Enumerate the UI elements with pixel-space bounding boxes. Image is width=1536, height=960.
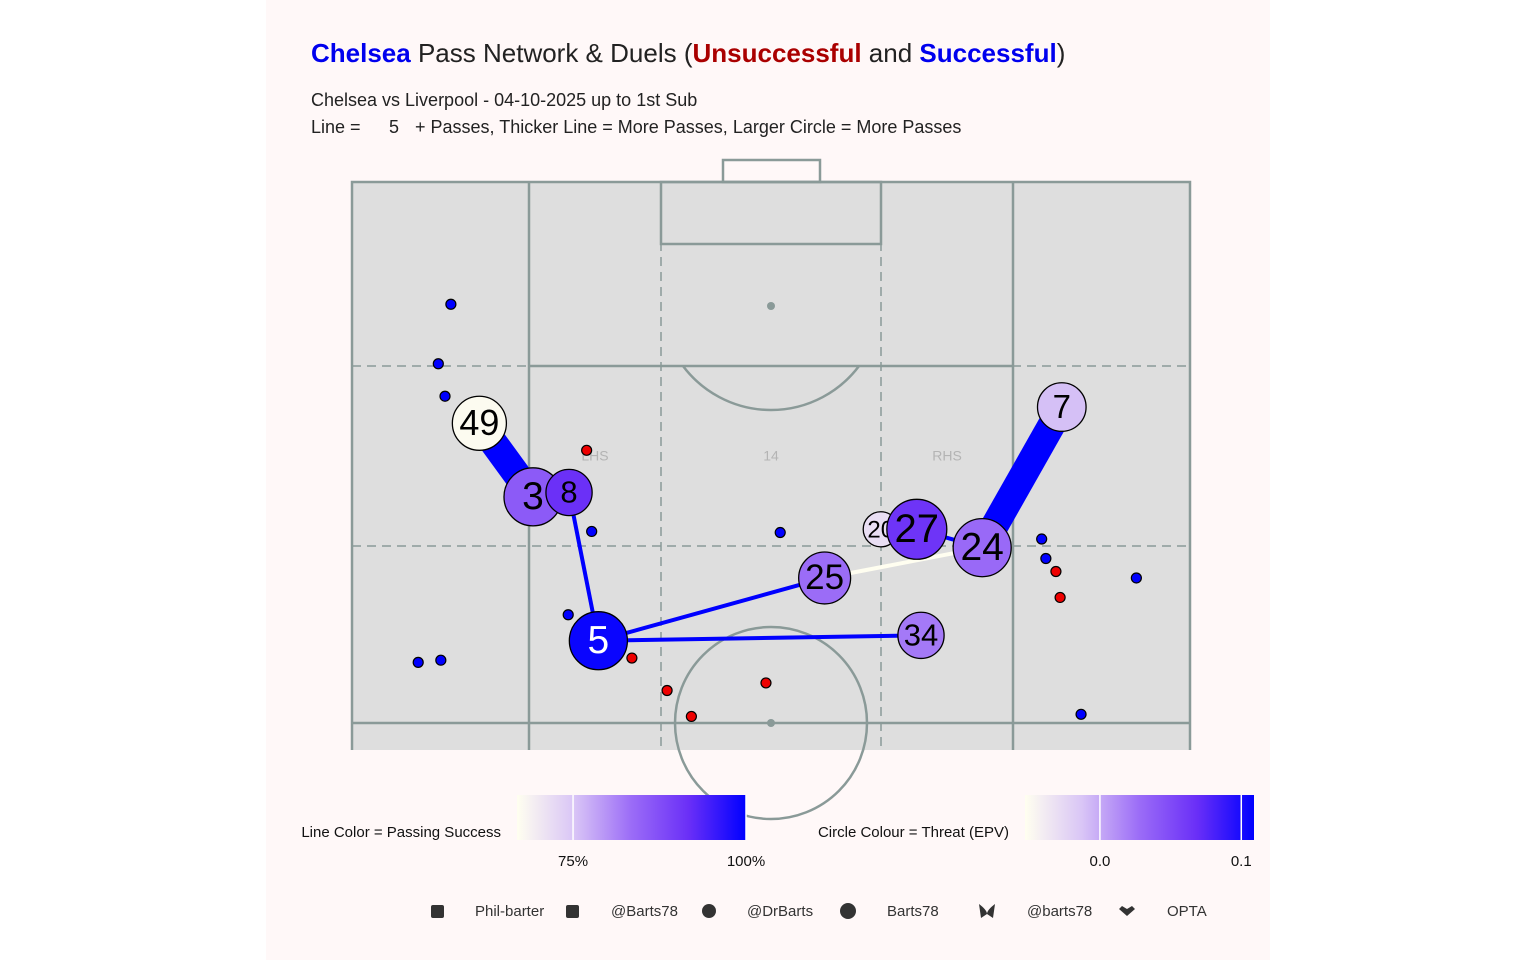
player-label: 27 xyxy=(895,507,940,551)
legend-title: Circle Colour = Threat (EPV) xyxy=(818,824,1009,841)
player-label: 24 xyxy=(960,526,1003,569)
colorbar xyxy=(1025,795,1254,840)
duel-point xyxy=(626,652,638,664)
title-part: Chelsea xyxy=(311,38,411,68)
duel-point xyxy=(774,526,786,539)
player-node xyxy=(897,611,945,660)
subtitle: Chelsea vs Liverpool - 04-10-2025 up to … xyxy=(311,90,697,110)
duel-point xyxy=(1050,565,1062,578)
footer-text: OPTA xyxy=(1167,903,1207,920)
caption-suffix: + Passes, Thicker Line = More Passes, La… xyxy=(415,117,961,137)
title-part: ) xyxy=(1057,38,1066,68)
player-node xyxy=(545,468,593,517)
player-node xyxy=(886,498,948,560)
player-node xyxy=(568,611,629,671)
player-label: 7 xyxy=(1053,388,1071,425)
duel-point xyxy=(435,654,447,666)
centre-spot xyxy=(767,719,775,727)
footer-icons xyxy=(431,903,1135,919)
footer-text: @Barts78 xyxy=(611,903,678,920)
title-part: Pass Network & Duels ( xyxy=(411,38,693,68)
footer-text: @barts78 xyxy=(1027,903,1092,920)
player-node xyxy=(798,551,852,605)
duel-point xyxy=(685,710,697,723)
duel-point xyxy=(586,525,598,538)
player-label: 3 xyxy=(522,475,544,518)
x-icon xyxy=(566,905,579,918)
duel-point xyxy=(1130,572,1142,584)
caption-min-passes: 5 xyxy=(389,117,399,137)
player-label: 8 xyxy=(560,475,577,510)
player-label: 25 xyxy=(805,558,844,597)
centre-circle xyxy=(673,625,869,821)
duel-point xyxy=(562,609,574,621)
player-node xyxy=(451,395,508,451)
duel-point xyxy=(412,656,424,668)
zone-label: RHS xyxy=(932,448,962,464)
title-part: and xyxy=(862,38,920,68)
colorbar-tick-label: 0.1 xyxy=(1231,853,1252,870)
player-node xyxy=(952,518,1012,578)
footer: Phil-barter @Barts78 @DrBarts Barts78 @barts… xyxy=(475,903,1207,920)
duel-point xyxy=(439,390,451,402)
footer-text: Barts78 xyxy=(887,903,939,920)
duel-point xyxy=(661,684,673,697)
chart-title: Chelsea Pass Network & Duels (Unsuccessf… xyxy=(311,38,1065,68)
caption-prefix: Line = xyxy=(311,117,361,137)
duel-point xyxy=(1075,708,1087,720)
footer-text: Phil-barter xyxy=(475,903,544,920)
legend-title: Line Color = Passing Success xyxy=(301,824,501,841)
github-icon xyxy=(840,903,856,919)
title-part: Unsuccessful xyxy=(692,38,861,68)
pass-link xyxy=(598,633,922,643)
player-node xyxy=(1036,382,1087,432)
colorbar-tick-label: 100% xyxy=(727,853,765,870)
penalty-arc xyxy=(682,365,860,412)
duel-point xyxy=(1054,591,1066,604)
duel-point xyxy=(760,677,772,689)
dropbox-icon xyxy=(1119,906,1135,916)
duel-point xyxy=(581,444,593,456)
title-part: Successful xyxy=(919,38,1056,68)
player-label: 34 xyxy=(904,618,938,653)
pitch: LHS 14 RHS xyxy=(350,158,1192,821)
duel-point xyxy=(445,298,457,310)
pitch-surface xyxy=(352,182,1190,750)
player-label: 5 xyxy=(588,619,610,662)
player-label: 49 xyxy=(459,402,499,443)
duel-point xyxy=(1036,533,1048,545)
colorbar xyxy=(517,795,746,840)
duel-point xyxy=(1040,552,1052,565)
penalty-spot xyxy=(767,302,775,310)
zone-label: 14 xyxy=(763,448,779,464)
linkedin-icon xyxy=(431,905,444,918)
mastodon-icon xyxy=(702,904,716,918)
duel-point xyxy=(432,358,444,370)
footer-text: @DrBarts xyxy=(747,903,813,920)
pass-link xyxy=(597,576,826,643)
colorbar-tick-label: 0.0 xyxy=(1089,853,1110,870)
bluesky-icon xyxy=(979,904,995,918)
colorbar-tick-label: 75% xyxy=(558,853,588,870)
